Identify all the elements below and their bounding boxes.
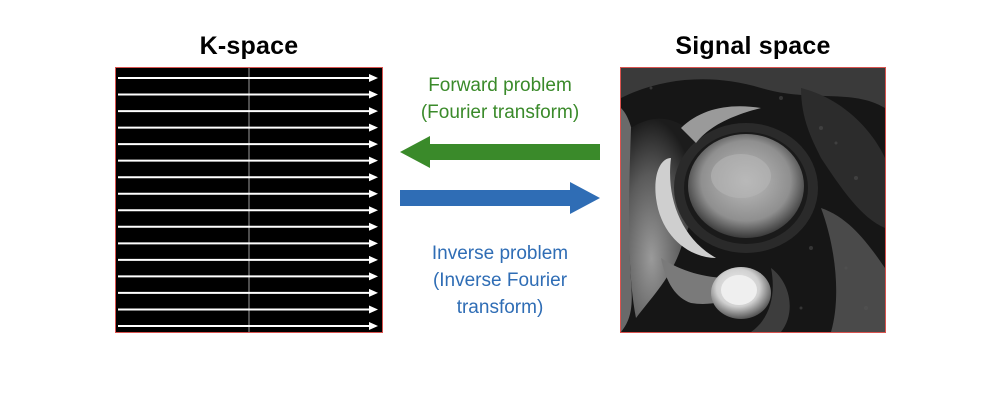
kspace-readout-arrow bbox=[118, 74, 378, 82]
kspace-readout-arrow bbox=[118, 255, 378, 264]
kspace-readout-arrow bbox=[118, 107, 378, 116]
signal-space-title: Signal space bbox=[675, 32, 831, 60]
cardiac-mri-image bbox=[621, 68, 885, 332]
kspace-panel bbox=[115, 67, 383, 333]
kspace-readout-arrow bbox=[118, 189, 378, 198]
forward-arrow-icon bbox=[400, 136, 600, 168]
kspace-readout-arrow bbox=[118, 156, 378, 165]
kspace-readout-arrow bbox=[118, 272, 378, 281]
kspace-readout-arrow bbox=[118, 305, 378, 314]
kspace-readout-arrow bbox=[118, 239, 378, 248]
kspace-readout-arrow bbox=[118, 173, 378, 182]
forward-caption-line: (Fourier transform) bbox=[420, 102, 580, 123]
kspace-readout-arrow bbox=[118, 90, 378, 99]
inverse-caption-line: Inverse problem bbox=[431, 243, 569, 264]
kspace-title: K-space bbox=[199, 32, 299, 60]
forward-problem-caption: Forward problem (Fourier transform) bbox=[395, 72, 605, 126]
kspace-readout-arrow bbox=[118, 206, 378, 215]
kspace-readout-arrow bbox=[118, 123, 378, 132]
inverse-caption-line: transform) bbox=[456, 297, 544, 318]
inverse-arrow-icon bbox=[400, 182, 600, 214]
inverse-problem-caption: Inverse problem (Inverse Fourier transfo… bbox=[395, 240, 605, 321]
kspace-readout-arrow bbox=[118, 140, 378, 149]
kspace-readout-arrow bbox=[118, 288, 378, 297]
signal-space-image bbox=[620, 67, 886, 333]
kspace-readout-arrow bbox=[118, 222, 378, 231]
forward-caption-line: Forward problem bbox=[428, 75, 572, 96]
kspace-trajectory-lines bbox=[118, 68, 378, 332]
kspace-readout-arrow bbox=[118, 322, 378, 330]
inverse-caption-line: (Inverse Fourier bbox=[432, 270, 568, 291]
